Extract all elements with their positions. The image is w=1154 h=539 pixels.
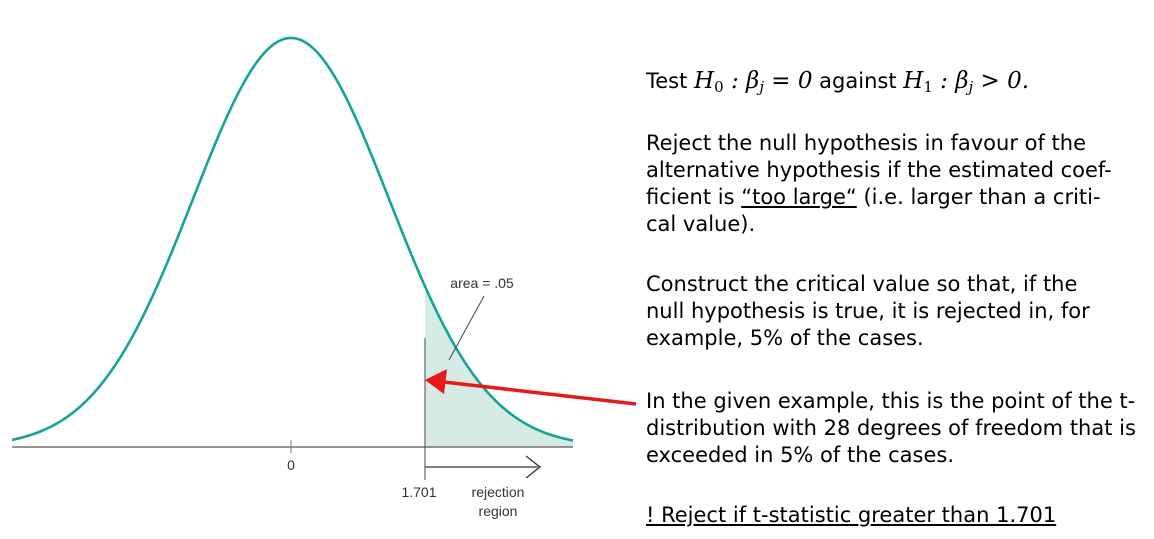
rejection-direction-arrow [425, 455, 542, 479]
explanation-panel: Test H0 : βj = 0 against H1 : βj > 0. Re… [646, 68, 1146, 527]
h0-beta-subscript: j [759, 78, 764, 96]
h0-subscript: 0 [714, 78, 724, 96]
zero-tick-label: 0 [287, 457, 295, 473]
rejection-rule: ! Reject if t-statistic greater than 1.7… [646, 503, 1057, 527]
rejection-area-shading [425, 286, 573, 447]
h1-letter: H [903, 68, 924, 94]
h1-greater-than-zero: > 0. [973, 68, 1030, 94]
h0-beta: : β [723, 68, 760, 94]
area-label: area = .05 [450, 275, 514, 291]
critical-value-label: 1.701 [401, 484, 436, 500]
reject-explanation: Reject the null hypothesis in favour of … [646, 130, 1116, 238]
given-example-text: In the given example, this is the point … [646, 389, 1136, 467]
hypothesis-statement: Test H0 : βj = 0 against H1 : βj > 0. [646, 68, 1146, 101]
reject-explanation-start: Reject the null hypothesis in favour of … [646, 131, 1112, 209]
h1-expression: H1 : βj > 0. [903, 68, 1030, 96]
h1-beta: : β [932, 68, 969, 94]
red-pointer-arrow [425, 369, 637, 406]
rejection-region-label-line2: region [479, 503, 518, 519]
h1-subscript: 1 [923, 78, 933, 96]
h0-equals-zero: = 0 [763, 68, 813, 94]
rejection-region-label-line1: rejection [472, 484, 525, 500]
critical-value-construction: Construct the critical value so that, if… [646, 272, 1090, 350]
too-large-underlined: “too large“ [741, 185, 857, 209]
area-pointer-line [448, 295, 485, 361]
density-curve [11, 36, 574, 442]
h1-beta-subscript: j [968, 78, 974, 96]
against-word: against [812, 69, 904, 93]
h0-expression: H0 : βj = 0 [694, 68, 813, 96]
test-word: Test [646, 69, 695, 93]
reject-explanation-end: (i.e. larger than a criti-cal value). [646, 185, 1101, 236]
h0-letter: H [694, 68, 715, 94]
